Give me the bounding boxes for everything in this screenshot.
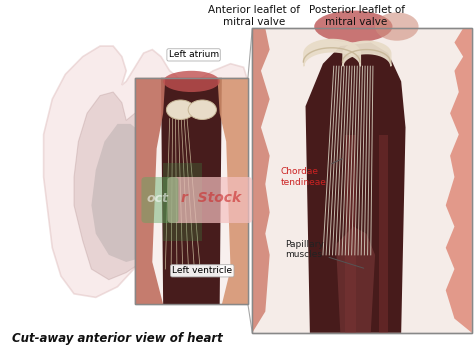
Ellipse shape	[375, 12, 419, 41]
Text: Left ventricle: Left ventricle	[172, 266, 232, 275]
Text: oct: oct	[146, 192, 168, 205]
Ellipse shape	[314, 11, 392, 42]
FancyBboxPatch shape	[141, 177, 178, 223]
Polygon shape	[306, 42, 406, 333]
Text: Papillary
muscles: Papillary muscles	[285, 240, 364, 268]
Polygon shape	[135, 78, 165, 304]
Polygon shape	[74, 92, 235, 280]
Text: r  Stock: r Stock	[181, 191, 241, 205]
FancyBboxPatch shape	[167, 177, 252, 223]
FancyBboxPatch shape	[135, 78, 248, 304]
Text: Anterior leaflet of
mitral valve: Anterior leaflet of mitral valve	[209, 5, 301, 27]
Polygon shape	[91, 124, 226, 262]
Polygon shape	[380, 135, 388, 333]
Text: Left atrium: Left atrium	[169, 50, 219, 59]
Ellipse shape	[166, 100, 195, 119]
Polygon shape	[446, 28, 472, 333]
Polygon shape	[252, 28, 270, 333]
Text: Cut-away anterior view of heart: Cut-away anterior view of heart	[12, 332, 223, 345]
FancyBboxPatch shape	[252, 28, 472, 333]
Ellipse shape	[188, 100, 217, 119]
Polygon shape	[161, 78, 222, 304]
Ellipse shape	[163, 71, 219, 92]
Polygon shape	[218, 78, 248, 304]
Polygon shape	[345, 135, 356, 333]
Polygon shape	[336, 227, 375, 333]
FancyBboxPatch shape	[163, 163, 202, 241]
Polygon shape	[44, 46, 248, 297]
Text: Posterior leaflet of
mitral valve: Posterior leaflet of mitral valve	[309, 5, 405, 27]
Text: Chordae
tendineae: Chordae tendineae	[281, 159, 342, 187]
